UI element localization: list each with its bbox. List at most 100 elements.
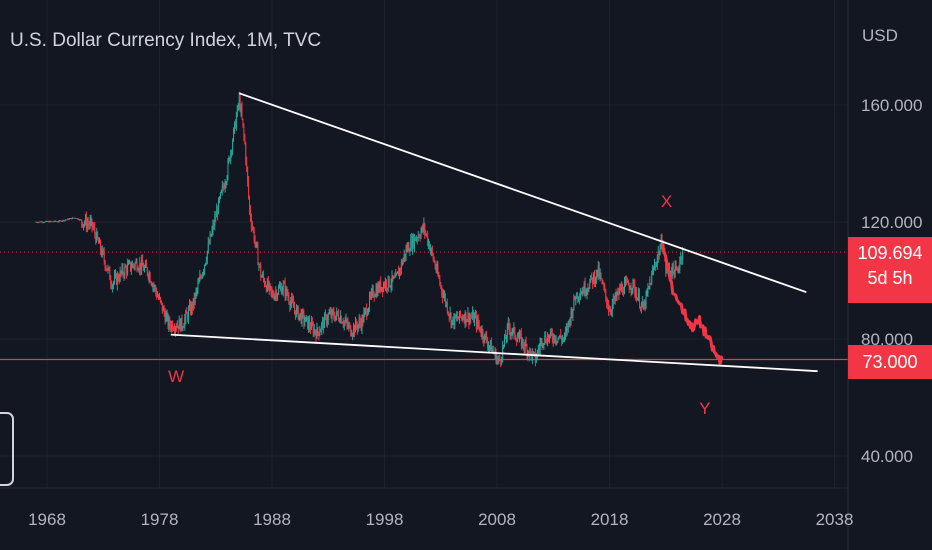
candle-body xyxy=(606,296,608,305)
candle-body xyxy=(163,307,165,314)
candle-body xyxy=(297,306,299,320)
candle-body xyxy=(236,105,238,116)
candle-body xyxy=(316,327,318,339)
candle-body xyxy=(346,319,348,324)
candle-body xyxy=(386,287,388,289)
candle-body xyxy=(654,264,655,269)
time-tick-label: 1988 xyxy=(253,510,291,529)
candle-body xyxy=(544,335,546,344)
candle-body xyxy=(140,262,142,271)
candle-body xyxy=(419,237,421,238)
candle-body xyxy=(254,241,256,243)
candle-body xyxy=(296,306,298,309)
candle-body xyxy=(397,271,399,274)
candle-body xyxy=(488,345,490,348)
candle-body xyxy=(568,320,570,322)
candle-body xyxy=(554,335,556,342)
candle-body xyxy=(211,229,213,236)
candle-body xyxy=(313,329,315,334)
candle-body xyxy=(424,223,426,233)
candle-body xyxy=(551,333,553,340)
candle-body xyxy=(450,312,452,325)
candle-body xyxy=(266,280,268,291)
candle-body xyxy=(344,321,346,323)
candle-body xyxy=(570,310,572,323)
candle-body xyxy=(118,279,120,281)
time-tick-label: 2028 xyxy=(703,510,741,529)
candle-body xyxy=(449,312,451,317)
chart-title: U.S. Dollar Currency Index, 1M, TVC xyxy=(10,30,322,51)
candle-body xyxy=(223,187,225,189)
candle-body xyxy=(69,218,70,220)
candle-body xyxy=(420,231,422,238)
candle-body xyxy=(573,296,575,310)
time-tick-label: 1968 xyxy=(28,510,66,529)
candle-body xyxy=(459,311,460,319)
candle-body xyxy=(210,234,212,236)
candle-body xyxy=(476,318,478,327)
candle-body xyxy=(235,115,237,128)
candle-body xyxy=(670,272,672,276)
candle-body xyxy=(51,221,53,223)
candle-body xyxy=(523,346,525,349)
candle-body xyxy=(615,293,617,298)
candle-body xyxy=(608,306,610,311)
candle-body xyxy=(278,287,280,294)
candle-body xyxy=(167,314,169,327)
candle-body xyxy=(365,308,367,311)
candle-body xyxy=(328,313,330,315)
candle-body xyxy=(444,295,446,304)
candle-body xyxy=(499,358,501,361)
candle-body xyxy=(597,265,599,276)
candle-body xyxy=(639,293,640,308)
candle-body xyxy=(514,327,516,338)
time-tick-label: 1978 xyxy=(141,510,179,529)
candle-body xyxy=(324,315,325,328)
candle-body xyxy=(352,333,354,336)
candle-body xyxy=(455,314,457,318)
candle-body xyxy=(311,321,313,326)
bar-countdown: 5d 5h xyxy=(867,268,913,288)
candle-body xyxy=(151,283,153,287)
candle-body xyxy=(262,274,264,277)
candle-body xyxy=(475,315,477,327)
candle-body xyxy=(317,327,319,333)
candle-body xyxy=(63,220,65,221)
candle-body xyxy=(486,335,488,342)
candle-body xyxy=(249,196,250,210)
candle-body xyxy=(73,217,75,219)
candle-body xyxy=(465,312,467,322)
candle-body xyxy=(246,161,248,168)
candle-body xyxy=(302,311,304,314)
candle-body xyxy=(240,107,242,111)
candle-body xyxy=(550,330,552,334)
candle-body xyxy=(426,233,428,236)
projection-path xyxy=(660,240,724,365)
candle-body xyxy=(557,337,559,342)
candle-body xyxy=(389,286,391,288)
time-tick-label: 2008 xyxy=(478,510,516,529)
candle-body xyxy=(130,267,132,270)
side-panel-toggle[interactable] xyxy=(0,412,14,486)
candle-body xyxy=(504,335,506,340)
candle-body xyxy=(326,320,328,324)
candle-body xyxy=(69,218,71,219)
candle-body xyxy=(452,316,454,321)
price-tick-label: 160.000 xyxy=(861,96,922,115)
candle-body xyxy=(345,319,347,322)
candle-body xyxy=(285,288,287,296)
candle-body xyxy=(219,192,221,198)
candle-body xyxy=(219,197,220,199)
candle-body xyxy=(635,293,637,295)
candle-body xyxy=(127,264,129,273)
candle-body xyxy=(66,219,68,221)
candle-body xyxy=(75,218,77,219)
candle-body xyxy=(364,310,366,314)
candle-body xyxy=(227,161,229,178)
candle-body xyxy=(379,281,381,291)
price-axis-unit[interactable]: USD xyxy=(862,26,898,45)
candle-body xyxy=(46,221,48,222)
candle-body xyxy=(347,323,349,327)
candle-body xyxy=(341,323,343,324)
